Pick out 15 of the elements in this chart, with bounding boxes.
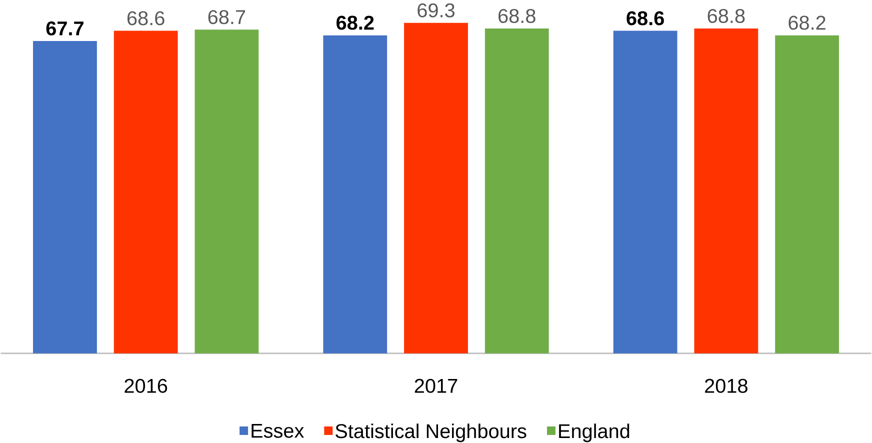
data-label: 68.6 — [626, 10, 664, 26]
x-tick-label: 2017 — [414, 378, 458, 393]
data-label: 67.7 — [46, 21, 84, 36]
data-label: 68.8 — [498, 8, 536, 23]
legend-label: Statistical Neighbours — [336, 423, 526, 442]
data-label: 68.6 — [127, 10, 164, 26]
legend-label: Essex — [252, 424, 304, 438]
data-label: 68.8 — [708, 8, 745, 23]
x-tick-label: 2018 — [705, 378, 748, 393]
data-label: 68.7 — [208, 10, 246, 24]
data-label: 68.2 — [788, 15, 826, 30]
legend-label: England — [559, 423, 630, 442]
data-label: 69.3 — [418, 3, 454, 18]
data-label: 68.2 — [336, 15, 374, 30]
x-tick-label: 2016 — [124, 378, 168, 393]
